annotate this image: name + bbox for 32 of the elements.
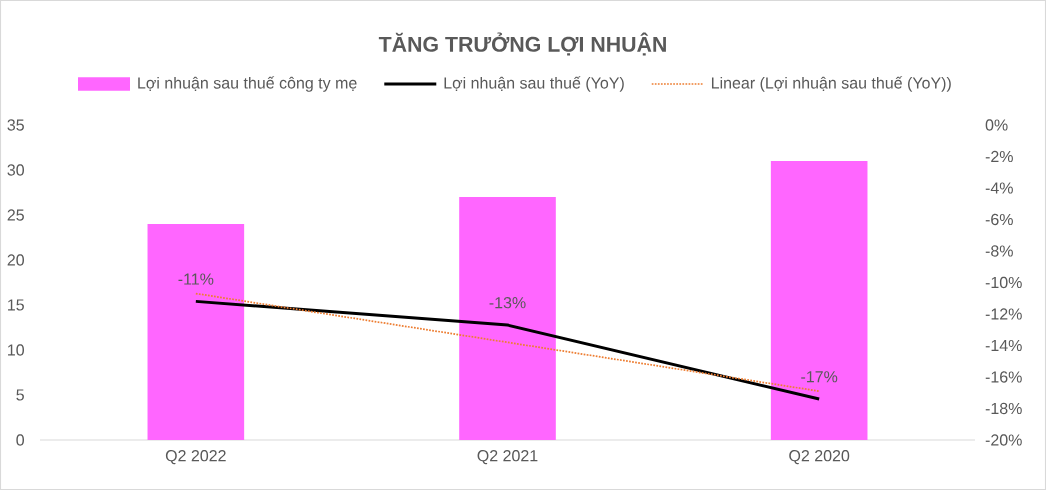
- y2-tick-label: -8%: [985, 245, 1013, 257]
- y2-tick-label: -6%: [985, 213, 1013, 226]
- y2-tick-label: -14%: [985, 339, 1022, 352]
- data-label: -17%: [801, 371, 838, 383]
- y2-tick-label: -4%: [985, 182, 1013, 194]
- y-tick-label: 0: [16, 434, 25, 446]
- bar: [459, 197, 556, 440]
- y2-tick-label: -18%: [985, 402, 1022, 415]
- y-tick-label: 30: [7, 164, 25, 176]
- x-tick-label: Q2 2020: [789, 450, 850, 465]
- y-tick-label: 20: [7, 254, 25, 266]
- y-tick-label: 25: [7, 209, 24, 221]
- legend-label: Lợi nhuận sau thuế (YoY): [444, 76, 624, 92]
- y-tick-label: 10: [8, 344, 25, 356]
- y-tick-label: 15: [8, 299, 24, 311]
- y2-tick-label: -12%: [985, 308, 1022, 320]
- y2-tick-label: -20%: [985, 434, 1022, 446]
- bar: [147, 224, 245, 440]
- y2-tick-label: -10%: [985, 276, 1022, 289]
- legend-label: Lợi nhuận sau thuế công ty mẹ: [138, 76, 357, 92]
- y-tick-label: 35: [7, 119, 24, 131]
- bar: [770, 161, 868, 440]
- y-tick-label: 5: [16, 389, 24, 401]
- y2-tick-label: 0%: [985, 119, 1008, 131]
- y2-tick-label: -2%: [985, 150, 1013, 163]
- data-label: -11%: [178, 273, 214, 285]
- x-tick-label: Q2 2021: [477, 450, 538, 465]
- y2-tick-label: -16%: [985, 371, 1022, 383]
- legend-label: Linear (Lợi nhuận sau thuế (YoY)): [711, 76, 951, 92]
- chart-title: TĂNG TRƯỞNG LỢI NHUẬN: [378, 32, 666, 56]
- data-label: -13%: [489, 296, 526, 309]
- x-tick-label: Q2 2022: [165, 450, 226, 465]
